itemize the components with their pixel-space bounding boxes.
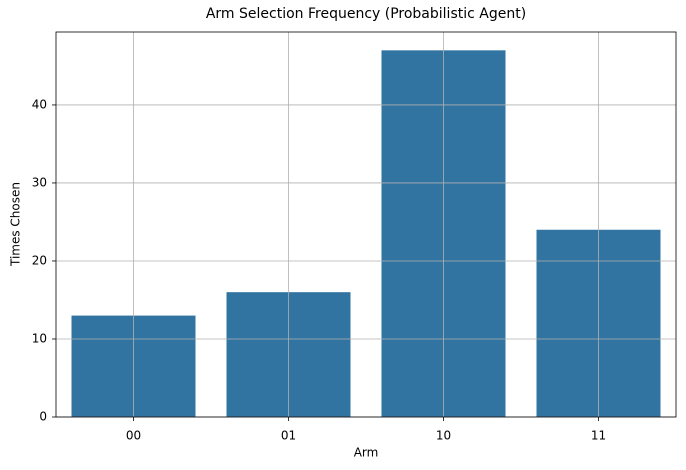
x-tick-label: 10 [436, 429, 451, 443]
y-tick-label: 20 [32, 253, 47, 267]
y-axis-label: Times Chosen [9, 182, 23, 267]
x-tick-label: 01 [281, 429, 296, 443]
x-tick-label: 00 [126, 429, 141, 443]
y-tick-label: 10 [32, 331, 47, 345]
y-tick-label: 40 [32, 97, 47, 111]
x-axis-label: Arm [354, 446, 379, 460]
y-tick-label: 30 [32, 175, 47, 189]
plot-frame [55, 31, 677, 418]
chart-title: Arm Selection Frequency (Probabilistic A… [206, 6, 526, 22]
x-tick-label: 11 [591, 429, 606, 443]
y-tick-label: 0 [39, 410, 47, 424]
